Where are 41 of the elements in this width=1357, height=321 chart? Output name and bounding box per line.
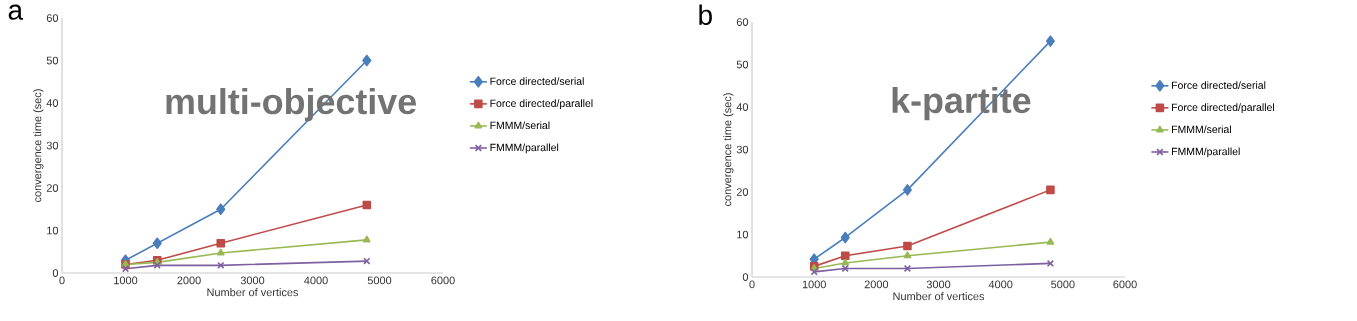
x-tick-label: 6000: [1113, 280, 1137, 289]
x-tick-label: 5000: [1051, 280, 1075, 289]
x-tick-label: 1000: [114, 276, 138, 285]
legend-label: FMMM/parallel: [1172, 147, 1240, 158]
x-tick-label: 0: [59, 276, 65, 285]
text: a: [8, 4, 24, 20]
y-tick-label: 20: [736, 188, 749, 196]
legend-label: FMMM/parallel: [490, 143, 559, 154]
x-tick-label: 4000: [988, 280, 1013, 289]
y-tick-label: 40: [46, 99, 59, 107]
y-tick-label: 10: [47, 226, 59, 235]
x-tick-label: 5000: [367, 276, 392, 285]
legend-label: FMMM/serial: [490, 121, 550, 130]
x-tick-label: 0: [749, 280, 755, 289]
legend-label: Force directed/serial: [490, 77, 584, 85]
x-tick-label: 2000: [864, 280, 889, 289]
y-tick-label: 50: [736, 60, 749, 69]
x-tick-label: 6000: [431, 276, 455, 285]
y-tick-label: 60: [736, 18, 749, 26]
legend-label: Force directed/parallel: [490, 99, 593, 110]
legend-label: FMMM/serial: [1172, 125, 1231, 134]
y-tick-label: 40: [736, 103, 749, 111]
x-tick-label: 4000: [304, 276, 328, 285]
x-axis-title: Number of vertices: [207, 288, 299, 297]
x-tick-label: 1000: [802, 280, 826, 289]
y-tick-label: 50: [46, 56, 59, 65]
y-tick-label: 0: [52, 269, 59, 277]
y-axis-title: convergence time (sec): [723, 93, 734, 206]
x-tick-label: 3000: [240, 276, 265, 285]
x-tick-label: 3000: [926, 280, 951, 289]
y-tick-label: 30: [46, 141, 59, 150]
x-axis-title: Number of vertices: [893, 292, 985, 301]
y-tick-label: 60: [46, 14, 59, 22]
legend-label: Force directed/parallel: [1172, 103, 1274, 114]
y-tick-label: 10: [737, 230, 749, 239]
y-tick-label: 20: [46, 184, 59, 192]
text: b: [699, 4, 712, 25]
legend-label: Force directed/serial: [1172, 81, 1266, 89]
y-tick-label: 30: [736, 145, 749, 154]
y-axis-title: convergence time (sec): [33, 89, 44, 202]
x-tick-label: 2000: [177, 276, 201, 285]
